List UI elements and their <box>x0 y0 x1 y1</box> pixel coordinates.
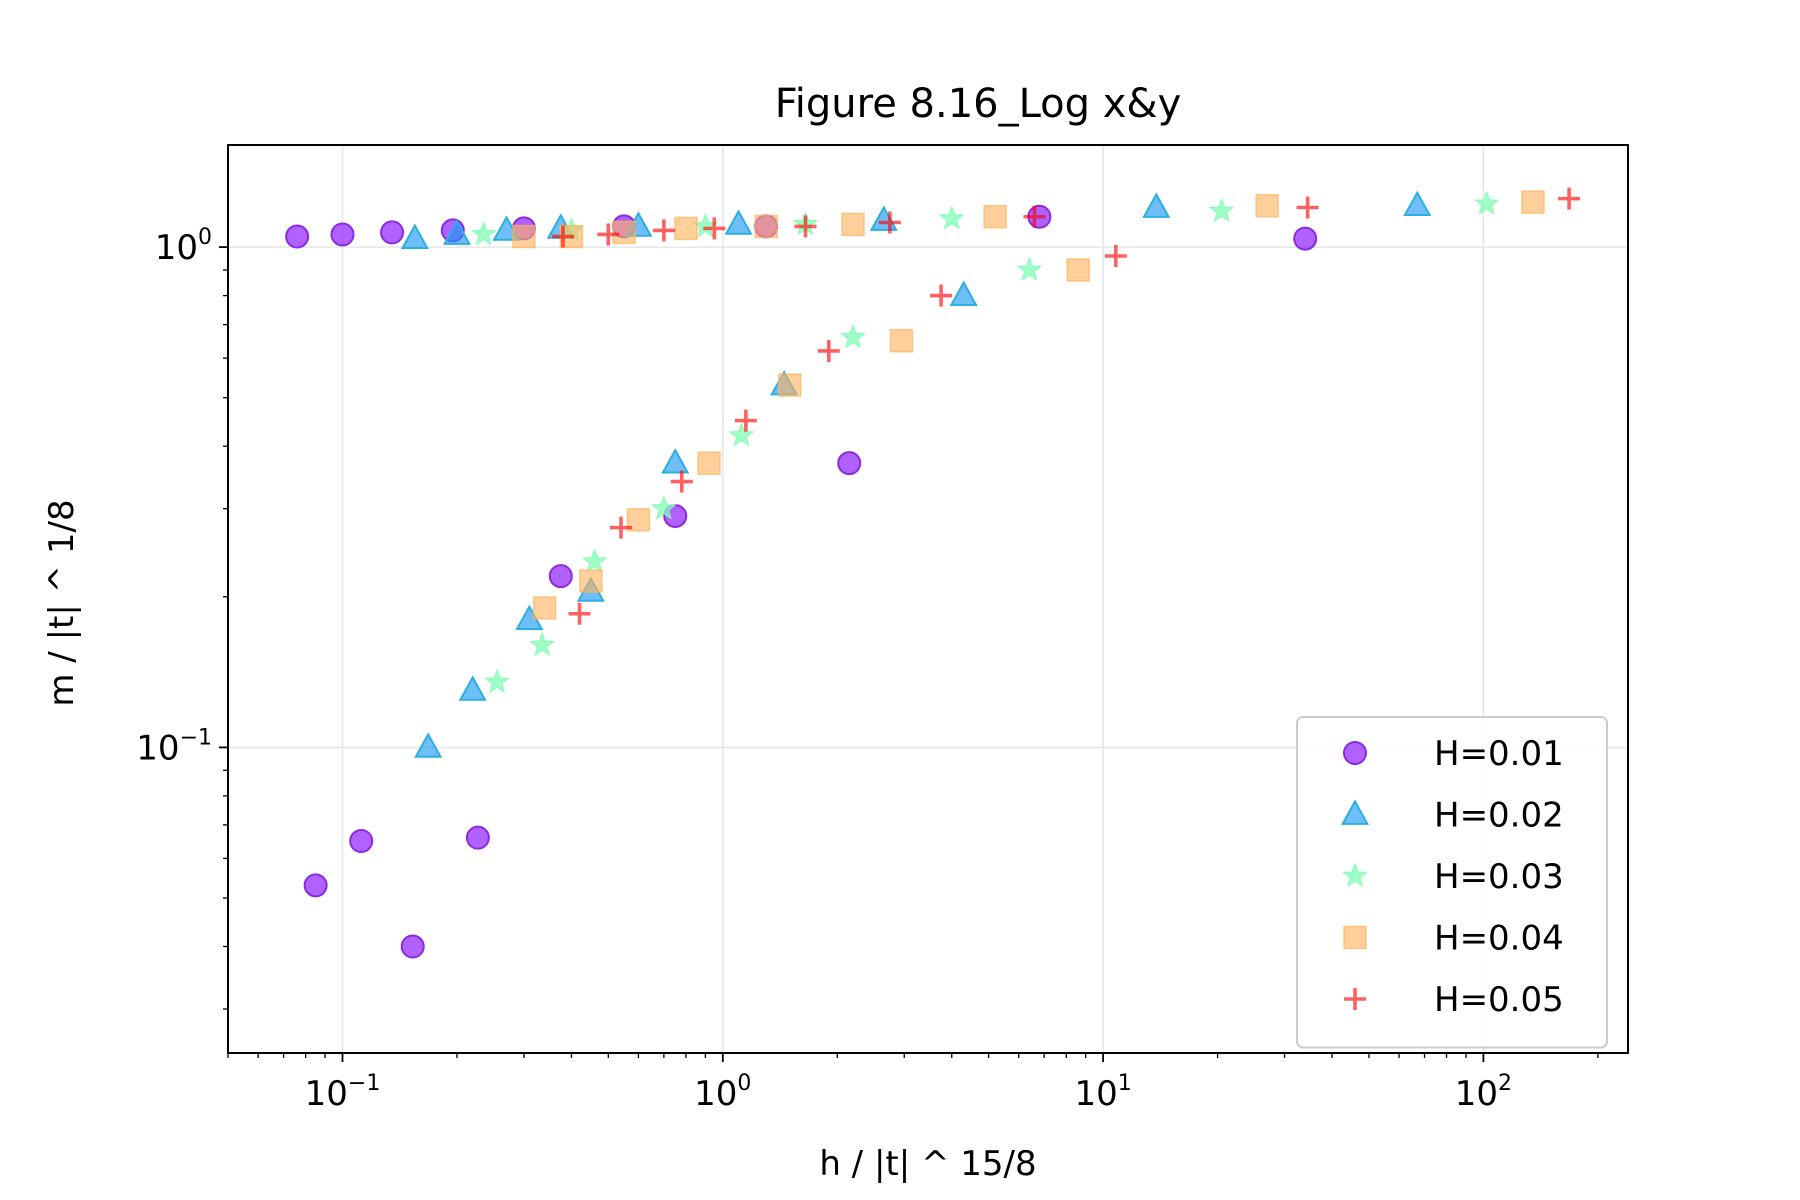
data-point <box>1558 187 1581 210</box>
data-point <box>817 339 840 362</box>
data-point <box>1473 190 1500 215</box>
legend-marker <box>1343 925 1367 950</box>
data-point <box>724 209 753 235</box>
data-point <box>697 451 721 475</box>
data-point <box>579 569 603 593</box>
plot-area: 10−1 100 101 102 10−1 100 <box>136 144 1629 1114</box>
data-point <box>930 284 953 307</box>
data-point <box>610 516 633 539</box>
data-point <box>400 223 429 249</box>
data-point <box>1142 192 1171 218</box>
legend-marker <box>1344 988 1366 1010</box>
data-point <box>674 216 698 241</box>
data-point <box>949 280 978 306</box>
data-point <box>330 222 355 247</box>
x-tick-label: 100 <box>694 1071 751 1114</box>
data-point <box>442 219 472 245</box>
data-point <box>651 495 677 520</box>
x-tick-label: 10−1 <box>305 1071 381 1114</box>
data-point <box>458 675 487 701</box>
data-point <box>1023 205 1046 228</box>
data-point <box>878 211 901 234</box>
legend-label: H=0.04 <box>1434 919 1564 959</box>
data-point <box>568 602 591 625</box>
data-point <box>1066 258 1090 282</box>
data-point <box>465 825 490 850</box>
legend-label: H=0.03 <box>1434 857 1564 897</box>
data-point <box>581 548 608 573</box>
data-point <box>400 934 425 959</box>
data-point <box>529 631 555 657</box>
data-point <box>1403 190 1432 217</box>
y-tick-label: 100 <box>155 225 212 268</box>
data-point <box>612 220 636 245</box>
y-tick-label: 10−1 <box>136 725 212 768</box>
data-point <box>484 668 510 694</box>
legend-marker <box>1340 799 1370 825</box>
data-point <box>889 328 914 353</box>
data-point <box>983 205 1007 229</box>
data-point <box>734 409 757 432</box>
x-tick-label: 101 <box>1074 1071 1131 1114</box>
legend-label: H=0.02 <box>1434 796 1564 836</box>
data-point <box>652 219 675 242</box>
legend-box <box>1296 716 1608 1049</box>
data-point <box>837 451 862 476</box>
data-point <box>285 224 310 249</box>
data-point <box>532 596 557 620</box>
data-point <box>778 373 802 397</box>
legend: H=0.01 H=0.02 H=0.03 H=0.04 H=0.05 <box>1296 716 1608 1049</box>
data-point <box>728 422 755 447</box>
data-point <box>670 470 693 493</box>
series-h-0-05 <box>551 187 1581 625</box>
data-point <box>754 214 778 239</box>
data-point <box>349 829 374 854</box>
data-point <box>303 873 328 898</box>
legend-label: H=0.01 <box>1434 734 1564 774</box>
data-point <box>380 220 405 245</box>
data-point <box>840 323 866 349</box>
chart-title: Figure 8.16_Log x&y <box>775 81 1182 127</box>
data-point <box>597 223 620 246</box>
legend-marker <box>1343 741 1367 765</box>
data-point <box>661 448 690 474</box>
data-point <box>938 205 965 230</box>
y-axis-label: m / |t| ^ 1/8 <box>42 499 82 706</box>
data-point <box>841 212 865 237</box>
x-tick-label: 102 <box>1455 1071 1512 1114</box>
data-point <box>512 224 536 249</box>
data-point <box>1208 197 1235 223</box>
data-point <box>794 215 817 238</box>
x-axis-label: h / |t| ^ 15/8 <box>819 1144 1036 1184</box>
data-point <box>1293 226 1318 251</box>
data-point <box>1104 244 1127 267</box>
data-point <box>548 564 573 589</box>
data-point <box>1016 256 1043 281</box>
data-point <box>1296 196 1319 219</box>
axes-frame <box>227 144 1629 1054</box>
data-point <box>551 225 574 248</box>
data-point <box>703 217 726 240</box>
legend-label: H=0.05 <box>1434 980 1564 1020</box>
data-point <box>470 221 497 246</box>
series-h-0-04 <box>512 190 1545 620</box>
data-point <box>626 508 651 532</box>
data-point <box>414 732 443 758</box>
data-point <box>1255 193 1279 218</box>
legend-marker <box>1342 862 1368 887</box>
data-point <box>1521 190 1545 214</box>
